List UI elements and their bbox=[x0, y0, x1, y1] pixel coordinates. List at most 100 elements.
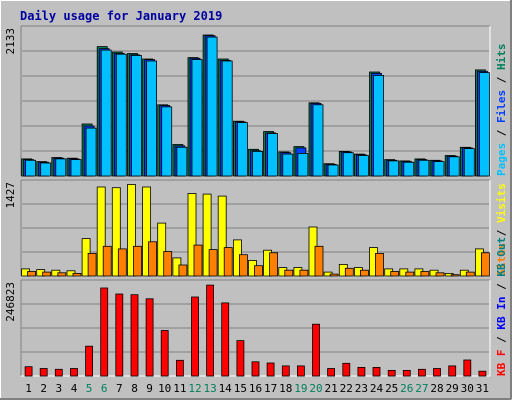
bar-sites-day-6 bbox=[102, 245, 112, 277]
bar-kb-f-day-18 bbox=[281, 365, 290, 377]
bar-sites-day-22 bbox=[344, 267, 354, 277]
x-tick-label: 13 bbox=[203, 382, 216, 395]
y-max-label: 246823 bbox=[4, 282, 17, 322]
legend-separator: / bbox=[495, 70, 508, 90]
bar-pages-day-31 bbox=[478, 72, 490, 177]
bar-kb-f-day-29 bbox=[448, 365, 457, 377]
bar-kb-f-day-19 bbox=[296, 365, 305, 377]
bar-pages-day-21 bbox=[327, 164, 339, 177]
bar-kb-f-day-30 bbox=[463, 359, 472, 377]
bar-sites-day-30 bbox=[465, 271, 475, 277]
x-tick-label: 14 bbox=[219, 382, 233, 395]
y-max-label: 1427 bbox=[4, 182, 17, 209]
legend-middle: Sites / Visits bbox=[495, 183, 508, 276]
bar-kb-f-day-7 bbox=[115, 293, 124, 377]
bar-visits-day-7 bbox=[111, 187, 121, 277]
x-tick-label: 10 bbox=[158, 382, 171, 395]
bar-pages-day-8 bbox=[131, 55, 142, 177]
legend-entry: KB In bbox=[495, 297, 508, 330]
bar-visits-day-12 bbox=[187, 193, 197, 277]
legend-top: Pages / Files / Hits bbox=[495, 44, 508, 177]
bar-sites-day-11 bbox=[178, 264, 188, 277]
x-tick-label: 6 bbox=[101, 382, 108, 395]
bar-sites-day-8 bbox=[133, 245, 142, 277]
bar-sites-day-10 bbox=[163, 251, 173, 277]
bar-pages-day-22 bbox=[342, 152, 354, 177]
bar-sites-day-19 bbox=[299, 269, 309, 277]
bar-pages-day-11 bbox=[176, 146, 188, 177]
bar-kb-f-day-26 bbox=[402, 369, 411, 377]
x-tick-label: 31 bbox=[476, 382, 489, 395]
bar-pages-day-12 bbox=[191, 59, 203, 177]
bar-pages-day-4 bbox=[70, 159, 82, 177]
x-tick-label: 5 bbox=[86, 382, 93, 395]
bar-visits-day-9 bbox=[142, 186, 152, 277]
bar-sites-day-23 bbox=[359, 269, 369, 277]
bar-kb-f-day-2 bbox=[39, 368, 48, 377]
bar-pages-day-25 bbox=[388, 160, 400, 177]
bar-pages-day-7 bbox=[115, 53, 127, 177]
bar-visits-day-8 bbox=[127, 184, 136, 277]
bar-sites-day-7 bbox=[117, 248, 127, 277]
bar-kb-f-day-9 bbox=[145, 298, 154, 377]
bar-visits-day-14 bbox=[217, 195, 227, 277]
bar-sites-day-24 bbox=[375, 252, 384, 277]
legend-entry: Visits bbox=[495, 183, 508, 223]
bar-sites-day-1 bbox=[27, 271, 37, 277]
bar-pages-day-2 bbox=[40, 162, 52, 177]
bar-visits-day-6 bbox=[96, 186, 106, 277]
legend-separator: / bbox=[495, 123, 508, 143]
bar-kb-f-day-28 bbox=[433, 368, 441, 377]
bar-sites-day-17 bbox=[269, 252, 279, 277]
y-max-label: 2133 bbox=[4, 28, 17, 55]
x-tick-label: 16 bbox=[249, 382, 262, 395]
bar-sites-day-4 bbox=[72, 272, 82, 277]
bar-kb-f-day-3 bbox=[54, 368, 63, 377]
bar-kb-f-day-1 bbox=[24, 366, 33, 377]
bar-pages-day-14 bbox=[221, 60, 233, 177]
bar-kb-f-day-20 bbox=[312, 323, 320, 377]
legend-entry: KB F bbox=[495, 350, 508, 377]
bar-pages-day-15 bbox=[236, 122, 248, 177]
bar-sites-day-25 bbox=[390, 271, 400, 277]
bar-pages-day-24 bbox=[373, 75, 384, 177]
bar-kb-f-day-15 bbox=[236, 340, 245, 377]
x-tick-label: 18 bbox=[279, 382, 292, 395]
bar-kb-f-day-5 bbox=[85, 345, 93, 377]
bar-pages-day-9 bbox=[146, 60, 158, 177]
bar-visits-day-13 bbox=[202, 193, 212, 277]
bar-pages-day-20 bbox=[312, 104, 324, 177]
chart-panels: 2133 Pages / Files / Hits 1427 Sites / Visi… bbox=[4, 25, 508, 377]
x-tick-label: 19 bbox=[294, 382, 307, 395]
bar-pages-day-10 bbox=[161, 106, 173, 177]
bar-kb-f-day-8 bbox=[130, 294, 139, 377]
x-tick-label: 21 bbox=[324, 382, 337, 395]
bar-kb-f-day-16 bbox=[251, 361, 260, 377]
bar-pages-day-27 bbox=[418, 159, 430, 177]
bar-sites-day-21 bbox=[329, 273, 339, 277]
bar-pages-day-5 bbox=[85, 127, 97, 177]
bar-sites-day-15 bbox=[238, 254, 248, 277]
bar-pages-day-3 bbox=[55, 158, 67, 177]
x-tick-label: 30 bbox=[461, 382, 474, 395]
x-tick-label: 12 bbox=[188, 382, 201, 395]
legend-entry: KB Out bbox=[495, 237, 508, 277]
bar-pages-day-1 bbox=[25, 159, 37, 177]
x-axis-labels: 1 2 3 4 5 6 7 8 9 10 11 12 13 14 15 16 17 18 19 20 21 22 23 24 2… bbox=[25, 382, 489, 395]
bar-sites-day-12 bbox=[193, 244, 203, 277]
bar-pages-day-23 bbox=[357, 155, 369, 177]
bar-kb-f-day-11 bbox=[175, 359, 184, 377]
bar-kb-f-day-6 bbox=[100, 287, 109, 377]
x-tick-label: 29 bbox=[446, 382, 459, 395]
bar-kb-f-day-17 bbox=[266, 362, 275, 377]
bar-sites-day-18 bbox=[284, 269, 294, 277]
x-tick-label: 22 bbox=[340, 382, 353, 395]
bar-sites-day-9 bbox=[148, 241, 158, 277]
bar-sites-day-29 bbox=[450, 274, 460, 277]
bar-kb-f-day-14 bbox=[221, 302, 230, 377]
x-tick-label: 11 bbox=[173, 382, 186, 395]
x-tick-label: 8 bbox=[131, 382, 138, 395]
bar-sites-day-16 bbox=[254, 265, 263, 277]
bar-pages-day-28 bbox=[433, 161, 445, 177]
